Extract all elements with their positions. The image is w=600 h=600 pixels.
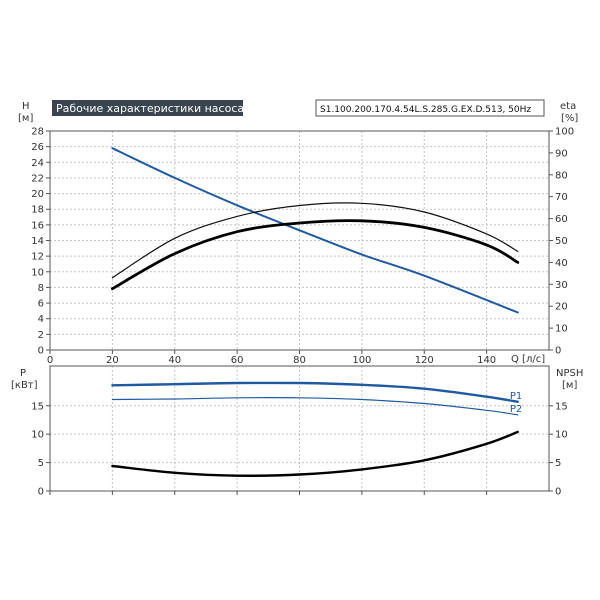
y-right-tick-label: 70: [555, 192, 568, 203]
chart-title: Рабочие характеристики насоса: [56, 102, 244, 115]
head-efficiency-plot: 0246810121416182022242628010203040506070…: [31, 127, 574, 367]
title-box: [52, 100, 243, 116]
power-npsh-plot: 0 5 10 15 0 5 10 15 P1 P2: [31, 365, 568, 498]
x-tick-label: 20: [106, 355, 119, 366]
series-label-p1: P1: [510, 391, 522, 402]
chart-subtitle: S1.100.200.170.4.54L.S.285.G.EX.D.513, 5…: [320, 105, 531, 115]
series-line-0: [111, 147, 519, 314]
series-label-p2: P2: [510, 404, 522, 415]
x-axis-label: Q [л/с]: [511, 354, 545, 365]
y-left-tick-label: 15: [31, 401, 44, 412]
p-unit: [кВт]: [11, 380, 38, 391]
y-left-tick-label: 12: [31, 252, 44, 263]
y-right-tick-label: 40: [555, 258, 568, 269]
series-line-1: [111, 202, 519, 279]
y-right-tick-label: 100: [555, 127, 574, 138]
series-line-2: [111, 430, 519, 477]
subtitle-box: [315, 99, 545, 117]
y-left-tick-label: 0: [38, 487, 44, 498]
y-right-tick-label: 0: [555, 346, 561, 357]
y-right-tick-label: 10: [555, 324, 568, 335]
y-right-label: eta: [560, 101, 576, 112]
series-line-p1: [111, 381, 519, 403]
x-tick-label: 100: [352, 355, 371, 366]
y-left-tick-label: 22: [31, 173, 44, 184]
y-left-tick-label: 6: [38, 299, 44, 310]
y-left-tick-label: 4: [38, 314, 44, 325]
y-left-tick-label: 16: [31, 220, 44, 231]
y-left-tick-label: 18: [31, 205, 44, 216]
y-left-tick-label: 10: [31, 267, 44, 278]
y-left-tick-label: 0: [38, 346, 44, 357]
y-right-tick-label: 80: [555, 170, 568, 181]
x-tick-label: 80: [293, 355, 306, 366]
y-right-tick-label: 30: [555, 280, 568, 291]
y-left-tick-label: 10: [31, 430, 44, 441]
x-tick-label: 40: [168, 355, 181, 366]
y-left-tick-label: 2: [38, 330, 44, 341]
y-right-tick-label: 10: [555, 430, 568, 441]
y-right-tick-label: 0: [555, 487, 561, 498]
y-left-tick-label: 20: [31, 189, 44, 200]
x-tick-label: 60: [231, 355, 244, 366]
x-tick-label: 0: [47, 355, 53, 366]
y-left-tick-label: 24: [31, 158, 44, 169]
y-left-unit: [м]: [18, 113, 33, 124]
y-left-tick-label: 5: [38, 458, 44, 469]
y-right-unit: [%]: [561, 113, 578, 124]
series-line-p2: [111, 397, 519, 416]
y-left-tick-label: 8: [38, 283, 44, 294]
y-right-tick-label: 5: [555, 458, 561, 469]
y-right-tick-label: 15: [555, 401, 568, 412]
x-tick-label: 140: [477, 355, 496, 366]
y-left-tick-label: 14: [31, 236, 44, 247]
p-label: P: [20, 368, 26, 379]
series-line-2: [111, 219, 520, 291]
npsh-unit: [м]: [562, 380, 577, 391]
y-right-tick-label: 60: [555, 214, 568, 225]
y-right-tick-label: 20: [555, 302, 568, 313]
y-left-tick-label: 28: [31, 127, 44, 138]
x-tick-label: 120: [415, 355, 434, 366]
y-left-tick-label: 26: [31, 142, 44, 153]
y-right-tick-label: 50: [555, 236, 568, 247]
y-right-tick-label: 90: [555, 148, 568, 159]
npsh-label: NPSH: [556, 368, 583, 379]
y-left-label: H: [22, 101, 30, 112]
